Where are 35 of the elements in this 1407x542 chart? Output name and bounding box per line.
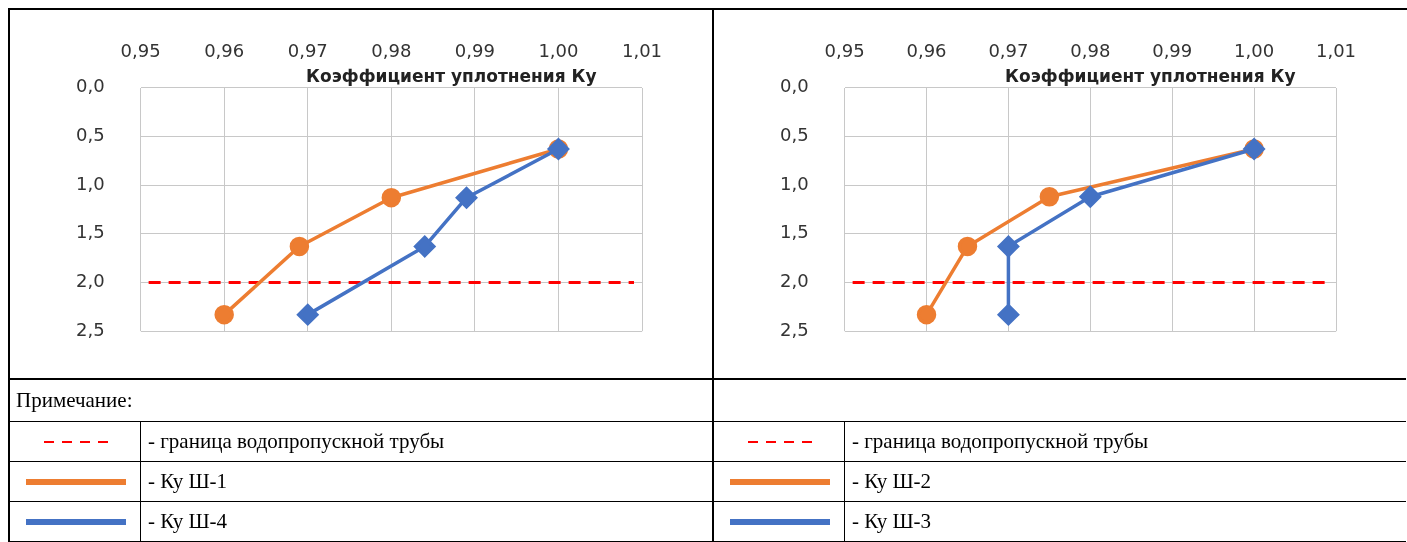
x-tick-label: 0,98 (1070, 40, 1111, 62)
y-tick-label: 1,5 (75, 221, 105, 243)
legend-label: - Ку Ш-2 (852, 469, 932, 494)
x-tick-label: 0,99 (1152, 40, 1193, 62)
y-tick-label: 0,0 (75, 75, 105, 97)
legend-label: - граница водопропускной трубы (852, 429, 1149, 454)
y-tick-label: 2,5 (779, 318, 809, 340)
y-tick-label: 0,5 (779, 123, 809, 145)
x-tick-label: 0,97 (988, 40, 1029, 62)
x-tick-label: 1,00 (1234, 40, 1275, 62)
y-tick-label: 1,5 (779, 221, 809, 243)
x-tick-label: 1,00 (538, 40, 579, 62)
x-tick-label: 0,95 (120, 40, 161, 62)
y-tick-label: 2,5 (75, 318, 105, 340)
x-tick-label: 1,01 (621, 40, 663, 62)
x-tick-label: 1,01 (1315, 40, 1357, 62)
legend-title: Примечание: (10, 380, 712, 422)
x-tick-label: 0,98 (371, 40, 412, 62)
x-tick-label: 0,96 (906, 40, 947, 62)
x-tick-label: 0,99 (454, 40, 495, 62)
x-tick-label: 0,95 (824, 40, 865, 62)
legend-label: - Ку Ш-3 (852, 509, 932, 534)
y-tick-label: 1,0 (75, 172, 105, 194)
y-tick-label: 0,5 (75, 123, 105, 145)
y-tick-label: 2,0 (75, 270, 105, 292)
x-axis-title: Коэффициент уплотнения Ку (306, 65, 597, 86)
y-tick-label: 0,0 (779, 75, 809, 97)
x-tick-label: 0,97 (287, 40, 328, 62)
y-tick-label: 2,0 (779, 270, 809, 292)
legend-label: - Ку Ш-1 (148, 469, 228, 494)
legend-label: - граница водопропускной трубы (148, 429, 445, 454)
y-tick-label: 1,0 (779, 172, 809, 194)
x-axis-title: Коэффициент уплотнения Ку (1005, 65, 1296, 86)
x-tick-label: 0,96 (204, 40, 245, 62)
legend-label: - Ку Ш-4 (148, 509, 228, 534)
